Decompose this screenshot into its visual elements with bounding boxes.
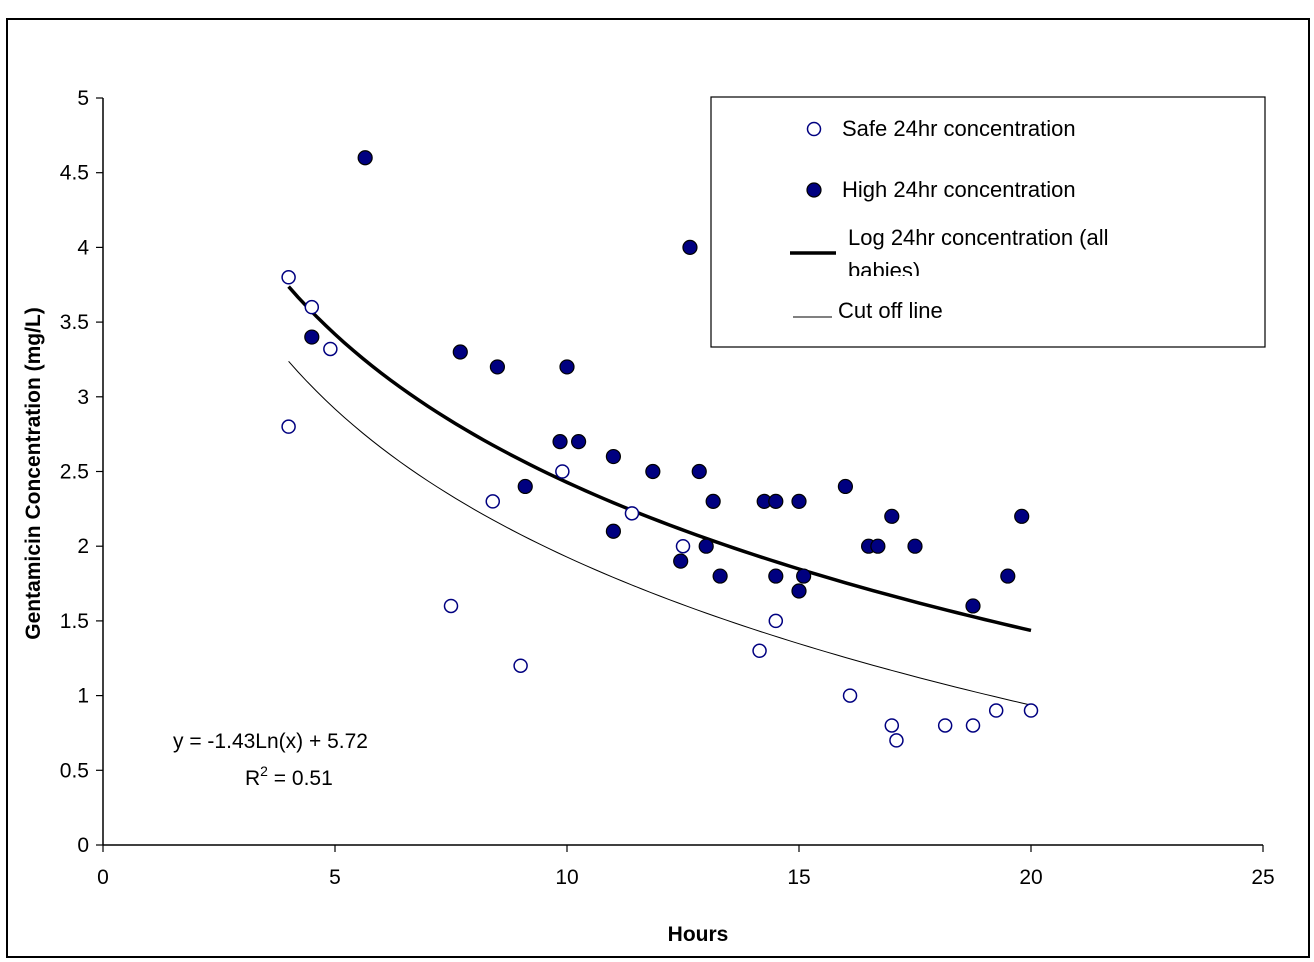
high-concentration-point: [884, 508, 900, 524]
high-concentration-point: [605, 523, 622, 539]
y-tick-label: 3: [77, 386, 89, 409]
x-tick-label: 25: [1251, 866, 1274, 889]
safe-concentration-point: [965, 718, 981, 733]
legend-log-label-line1: Log 24hr concentration (all: [848, 225, 1109, 250]
high-concentration-point: [698, 538, 714, 554]
safe-concentration-point: [937, 718, 953, 733]
x-tick-label: 10: [555, 866, 578, 889]
high-concentration-point: [452, 344, 468, 360]
high-concentration-point: [605, 448, 622, 465]
axes: 0 0.5 1 1.5 2 2.5 3 3.5 4 4.5 5 0 5 10 15 20 25 Hours Gent…: [22, 87, 1275, 946]
high-concentration-point: [837, 478, 854, 495]
legend-safe-marker: [806, 121, 822, 137]
safe-concentration-point: [513, 658, 528, 673]
chart-frame: [6, 18, 1310, 958]
r-squared-value: = 0.51: [268, 767, 333, 790]
high-concentration-point: [559, 359, 575, 375]
y-tick-label: 4: [77, 236, 89, 259]
equation-annotation: y = -1.43Ln(x) + 5.72 R2 = 0.51: [173, 730, 368, 790]
high-concentration-point: [705, 493, 721, 509]
high-concentration-point: [682, 239, 698, 255]
y-tick-label: 2.5: [60, 461, 89, 484]
legend-log-label-line2: babies): [848, 258, 920, 283]
safe-concentration-point: [988, 703, 1004, 718]
legend-log-label: Log 24hr concentration (all babies): [848, 225, 1109, 283]
high-concentration-point: [796, 568, 812, 584]
y-tick-label: 3.5: [60, 311, 89, 334]
log-trend-line: [287, 285, 1032, 633]
legend-box: [710, 96, 1266, 348]
x-tick-label: 0: [97, 866, 109, 889]
high-concentration-point: [768, 568, 784, 584]
safe-concentration-point: [304, 299, 320, 315]
safe-concentration-point: [281, 270, 296, 285]
y-tick-label: 0: [77, 834, 89, 857]
high-concentration-point: [965, 598, 981, 614]
safe-concentration-point: [555, 464, 570, 479]
legend-high-marker: [806, 182, 822, 198]
high-concentration-point: [357, 150, 373, 166]
y-axis-title: Gentamicin Concentration (mg/L): [22, 307, 45, 640]
r-squared-prefix: R: [245, 767, 260, 790]
safe-concentration-point: [624, 506, 640, 521]
safe-concentration-point: [675, 538, 691, 554]
x-tick-label: 5: [329, 866, 341, 889]
high-concentration-point: [791, 493, 807, 509]
high-concentration-point: [1014, 508, 1030, 524]
high-concentration-point: [673, 553, 689, 569]
trend-curves: [287, 285, 1032, 706]
legend: Safe 24hr concentration High 24hr concent…: [710, 96, 1266, 348]
y-tick-label: 4.5: [60, 162, 89, 185]
y-tick-label: 1.5: [60, 610, 89, 633]
safe-concentration-point: [323, 341, 338, 357]
high-concentration-point: [870, 538, 886, 554]
r-squared-sup: 2: [260, 763, 268, 779]
y-tick-label: 5: [77, 87, 89, 110]
high-concentration-point: [489, 359, 505, 375]
high-concentration-point: [712, 568, 728, 584]
equation-text: y = -1.43Ln(x) + 5.72: [173, 730, 368, 753]
safe-concentration-point: [1023, 703, 1039, 718]
high-concentration-point: [570, 434, 587, 450]
safe-concentration-point: [281, 419, 296, 434]
data-points: [281, 150, 1039, 748]
y-tick-label: 1: [77, 685, 89, 708]
high-concentration-point: [768, 493, 784, 509]
legend-high-label: High 24hr concentration: [842, 177, 1076, 202]
high-concentration-point: [791, 583, 807, 599]
cut-off-line: [288, 360, 1032, 706]
safe-concentration-point: [485, 494, 501, 509]
y-tick-label: 2: [77, 535, 89, 558]
safe-concentration-point: [889, 733, 904, 748]
high-concentration-point: [552, 434, 568, 450]
safe-concentration-point: [768, 613, 784, 629]
safe-concentration-point: [752, 643, 767, 659]
x-tick-label: 20: [1019, 866, 1042, 889]
r-squared-text: R2 = 0.51: [245, 763, 333, 790]
legend-safe-label: Safe 24hr concentration: [842, 116, 1076, 141]
legend-cutoff-label: Cut off line: [838, 298, 943, 323]
high-concentration-point: [1000, 568, 1016, 584]
safe-concentration-point: [443, 598, 459, 614]
x-axis-title: Hours: [668, 923, 729, 946]
x-tick-label: 15: [787, 866, 810, 889]
high-concentration-point: [907, 538, 923, 554]
high-concentration-point: [645, 463, 661, 480]
high-concentration-point: [691, 463, 707, 480]
high-concentration-point: [517, 478, 533, 495]
high-concentration-point: [304, 329, 320, 345]
safe-concentration-point: [884, 718, 900, 733]
safe-concentration-point: [842, 688, 858, 703]
y-tick-label: 0.5: [60, 759, 89, 782]
